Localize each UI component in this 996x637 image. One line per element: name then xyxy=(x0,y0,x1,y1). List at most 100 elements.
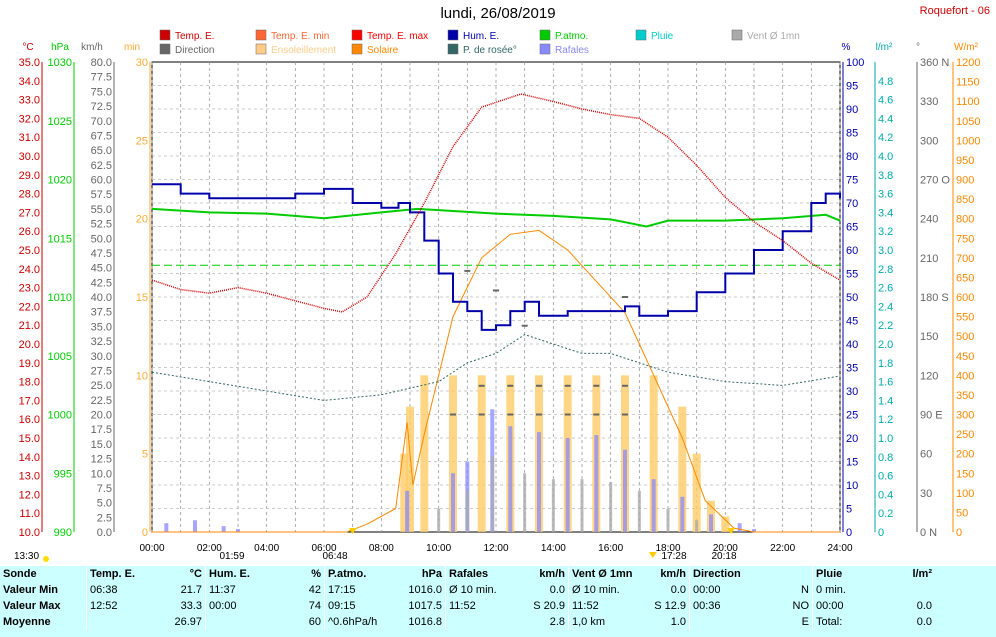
chart-title: lundi, 26/08/2019 xyxy=(440,5,556,22)
legend-label: Hum. E. xyxy=(463,31,499,42)
legend-label: Temp. E. min xyxy=(271,31,329,42)
direction-marker xyxy=(622,296,628,298)
sunshine-bar xyxy=(692,453,701,532)
x-tick-label: 14:00 xyxy=(541,543,566,554)
solar-tick-label: 300 xyxy=(956,410,974,422)
stats-cell: 17:15 xyxy=(324,582,393,598)
humidity-tick-label: 30 xyxy=(846,386,858,398)
sunshine-bar xyxy=(449,375,457,532)
wind-bar xyxy=(437,508,441,532)
stats-cell: 11:37 xyxy=(205,582,268,598)
solar-tick-label: 200 xyxy=(956,449,974,461)
stats-col-sonde: Sonde xyxy=(3,568,37,580)
direction-marker xyxy=(478,413,485,416)
stats-row-label: Valeur Min xyxy=(3,584,59,596)
direction-tick-label: 240 xyxy=(920,214,938,226)
stats-cell xyxy=(86,614,149,630)
rain-tick-label: 2.4 xyxy=(878,301,893,313)
pressure-tick-label: 1005 xyxy=(48,351,72,363)
wind-tick-label: 80.0 xyxy=(91,57,112,69)
stats-col-dir-unit xyxy=(766,566,813,582)
stats-cell: ^0.6hPa/h xyxy=(324,614,393,630)
pressure-tick-label: 990 xyxy=(54,527,72,539)
temp-tick-label: 27.0 xyxy=(19,207,40,219)
wind-tick-label: 2.5 xyxy=(97,512,112,524)
x-tick-label: 04:00 xyxy=(254,543,279,554)
rain-tick-label: 3.6 xyxy=(878,189,893,201)
temp-tick-label: 35.0 xyxy=(19,57,40,69)
solar-tick-label: 400 xyxy=(956,370,974,382)
wind-tick-label: 17.5 xyxy=(91,424,112,436)
direction-marker xyxy=(622,413,628,416)
pressure-tick-label: 1015 xyxy=(48,233,72,245)
legend-swatch xyxy=(351,43,363,55)
wind-tick-label: 77.5 xyxy=(91,72,112,84)
sun_min-tick-label: 0 xyxy=(142,527,148,539)
solar-tick-label: 350 xyxy=(956,390,974,402)
wind-tick-label: 27.5 xyxy=(91,365,112,377)
gust-bar xyxy=(508,426,513,532)
sunshine-bar xyxy=(721,516,730,532)
direction-marker xyxy=(464,269,471,272)
gust-bar xyxy=(236,529,240,532)
solar-tick-label: 500 xyxy=(956,331,974,343)
wind-tick-label: 35.0 xyxy=(91,321,112,333)
gust-bar xyxy=(651,479,656,532)
direction-marker xyxy=(564,384,571,387)
sun-event-label: 17:28 xyxy=(661,551,686,562)
temp-tick-label: 26.0 xyxy=(19,226,40,238)
stats-cell: 2.8 xyxy=(549,616,565,628)
statistics-table: Sonde Temp. E. °C Hum. E. % P.atmo. hPa … xyxy=(0,566,935,630)
stats-cell: 11:52 xyxy=(445,598,512,614)
direction-marker xyxy=(593,413,600,416)
solar-tick-label: 450 xyxy=(956,351,974,363)
direction-tick-label: 300 xyxy=(920,135,938,147)
wind-tick-label: 72.5 xyxy=(91,101,112,113)
gust-bar xyxy=(565,438,570,532)
stats-cell: N xyxy=(801,584,809,596)
humidity-tick-label: 5 xyxy=(846,504,852,516)
rain-tick-label: 0.8 xyxy=(878,452,893,464)
solar-tick-label: 550 xyxy=(956,312,974,324)
gust-bar xyxy=(680,496,685,532)
humidity-tick-label: 20 xyxy=(846,433,858,445)
rain-tick-label: 3.4 xyxy=(878,207,893,219)
direction-marker xyxy=(507,413,514,416)
humidity-tick-label: 40 xyxy=(846,339,858,351)
legend-swatch xyxy=(447,29,459,41)
direction-marker xyxy=(622,384,628,387)
gust-bar xyxy=(451,473,455,532)
stats-cell: 0.0 xyxy=(549,584,565,596)
wind-tick-label: 20.0 xyxy=(91,410,112,422)
direction-marker xyxy=(593,384,600,387)
rain-tick-label: 3.2 xyxy=(878,226,893,238)
wind-tick-label: 52.5 xyxy=(91,219,112,231)
wind-tick-label: 30.0 xyxy=(91,351,112,363)
stats-col-press-unit: hPa xyxy=(421,568,442,580)
temp-tick-label: 25.0 xyxy=(19,245,40,257)
temp-tick-label: 29.0 xyxy=(19,170,40,182)
humidity-unit-label: % xyxy=(842,42,851,53)
dew-point-line xyxy=(151,334,841,401)
sunset-marker-icon xyxy=(727,528,736,534)
legend-swatch xyxy=(351,29,363,41)
stats-cell: NO xyxy=(792,600,810,612)
temp-tick-label: 17.0 xyxy=(19,395,40,407)
stats-cell: E xyxy=(801,616,809,628)
stats-col-dir: Direction xyxy=(689,566,766,582)
stats-row-label: Moyenne xyxy=(3,616,51,628)
humidity-tick-label: 95 xyxy=(846,81,858,93)
stats-col-rain-unit: l/m² xyxy=(912,568,932,580)
wind-bar xyxy=(637,490,641,532)
solar-tick-label: 250 xyxy=(956,429,974,441)
wind-tick-label: 22.5 xyxy=(91,395,112,407)
rain-tick-label: 1.0 xyxy=(878,433,893,445)
stats-cell: Total: xyxy=(812,614,879,630)
rain-tick-label: 4.6 xyxy=(878,95,893,107)
humidity-tick-label: 75 xyxy=(846,175,858,187)
stats-cell: 00:00 xyxy=(689,582,766,598)
wind-unit-label: km/h xyxy=(81,42,103,53)
temp-tick-label: 16.0 xyxy=(19,414,40,426)
temp-tick-label: 34.0 xyxy=(19,76,40,88)
stats-cell: 21.7 xyxy=(180,584,202,596)
